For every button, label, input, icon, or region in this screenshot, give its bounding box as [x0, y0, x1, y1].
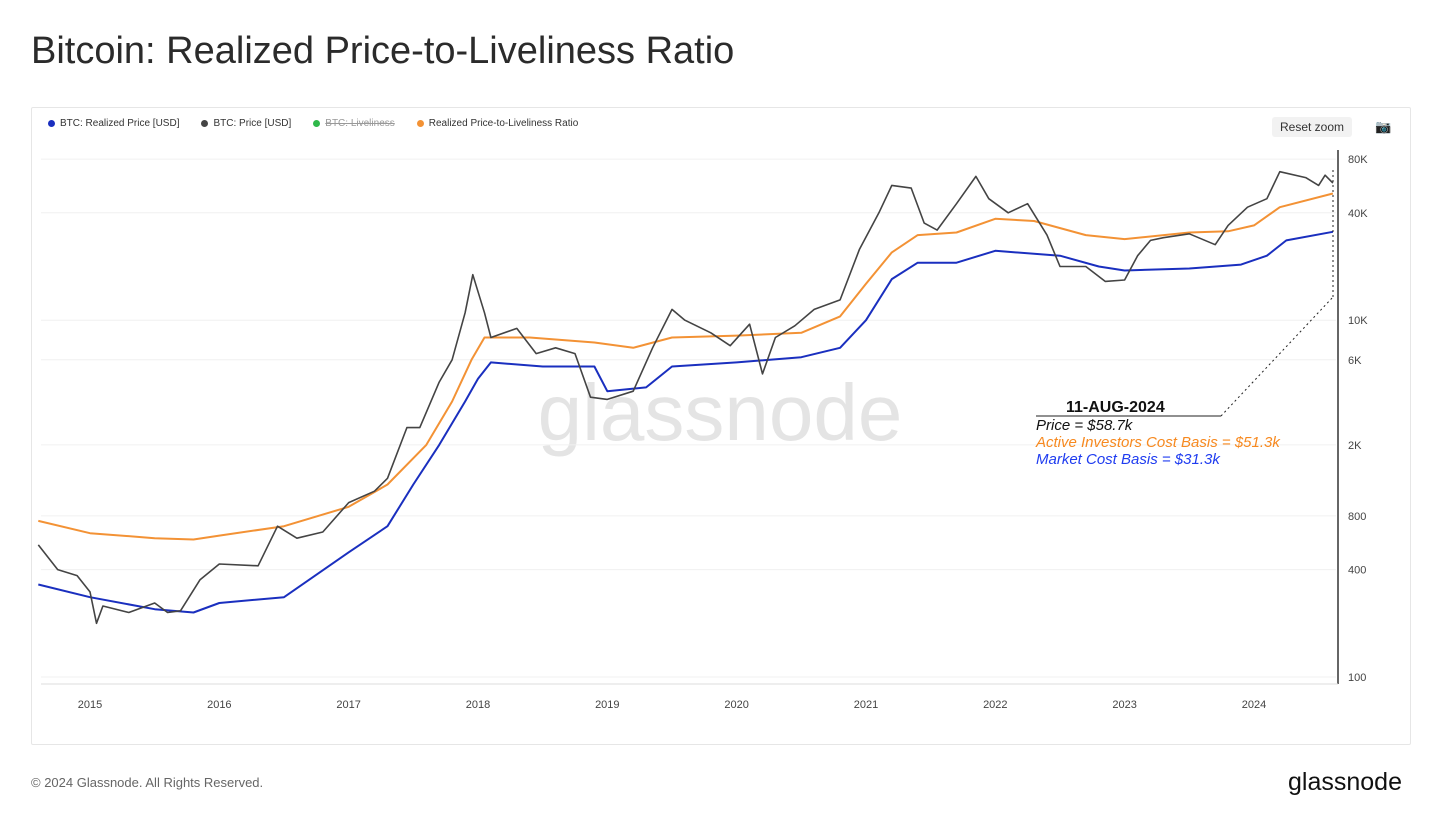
reset-zoom-button[interactable]: Reset zoom	[1272, 117, 1353, 137]
legend-dot	[416, 120, 424, 127]
y-tick-label: 40K	[1348, 208, 1368, 220]
watermark: glassnode	[538, 368, 903, 457]
legend-item-ratio[interactable]: Realized Price-to-Liveliness Ratio	[416, 118, 579, 129]
legend-item-realized-price[interactable]: BTC: Realized Price [USD]	[48, 118, 179, 129]
x-tick-label: 2022	[983, 699, 1007, 711]
legend-dot	[48, 120, 55, 127]
x-tick-label: 2016	[207, 699, 231, 711]
legend-dot	[201, 120, 209, 127]
camera-icon[interactable]: 📷	[1375, 119, 1392, 134]
legend-item-price[interactable]: BTC: Price [USD]	[201, 118, 291, 129]
annotation-price: Price = $58.7k	[1036, 417, 1133, 434]
x-tick-label: 2018	[466, 699, 490, 711]
annotation-pointer	[1220, 296, 1334, 417]
annotation-active-basis: Active Investors Cost Basis = $51.3k	[1036, 434, 1280, 451]
x-tick-label: 2024	[1242, 699, 1266, 711]
annotation-date: 11-AUG-2024	[1066, 399, 1165, 416]
series-line-btc-realized-price-usd-	[38, 230, 1334, 614]
x-tick-label: 2023	[1112, 699, 1136, 711]
series-line-realized-price-to-liveliness-ratio	[38, 192, 1334, 541]
y-tick-label: 2K	[1348, 440, 1362, 452]
copyright: © 2024 Glassnode. All Rights Reserved.	[31, 775, 264, 790]
brand-logo: glassnode	[1288, 768, 1402, 796]
x-tick-label: 2020	[724, 699, 748, 711]
legend-dot	[313, 120, 321, 127]
legend-label: BTC: Liveliness	[325, 118, 395, 129]
legend-label: Realized Price-to-Liveliness Ratio	[428, 118, 579, 129]
series-line-btc-price-usd-	[37, 170, 1334, 625]
legend-item-liveliness[interactable]: BTC: Liveliness	[313, 118, 395, 129]
x-tick-label: 2017	[336, 699, 360, 711]
chart-card	[31, 107, 1411, 745]
y-tick-label: 6K	[1348, 355, 1362, 367]
annotation-market-basis: Market Cost Basis = $31.3k	[1036, 451, 1220, 468]
y-tick-label: 400	[1348, 565, 1366, 577]
x-tick-label: 2021	[854, 699, 878, 711]
page-title: Bitcoin: Realized Price-to-Liveliness Ra…	[31, 30, 735, 72]
x-tick-label: 2019	[595, 699, 619, 711]
legend-label: BTC: Realized Price [USD]	[60, 118, 180, 129]
y-tick-label: 10K	[1348, 315, 1368, 327]
legend-label: BTC: Price [USD]	[213, 118, 292, 129]
y-tick-label: 100	[1348, 672, 1366, 684]
legend: BTC: Realized Price [USD] BTC: Price [US…	[48, 118, 578, 129]
y-tick-label: 80K	[1348, 154, 1368, 166]
x-tick-label: 2015	[78, 699, 102, 711]
y-tick-label: 800	[1348, 511, 1366, 523]
